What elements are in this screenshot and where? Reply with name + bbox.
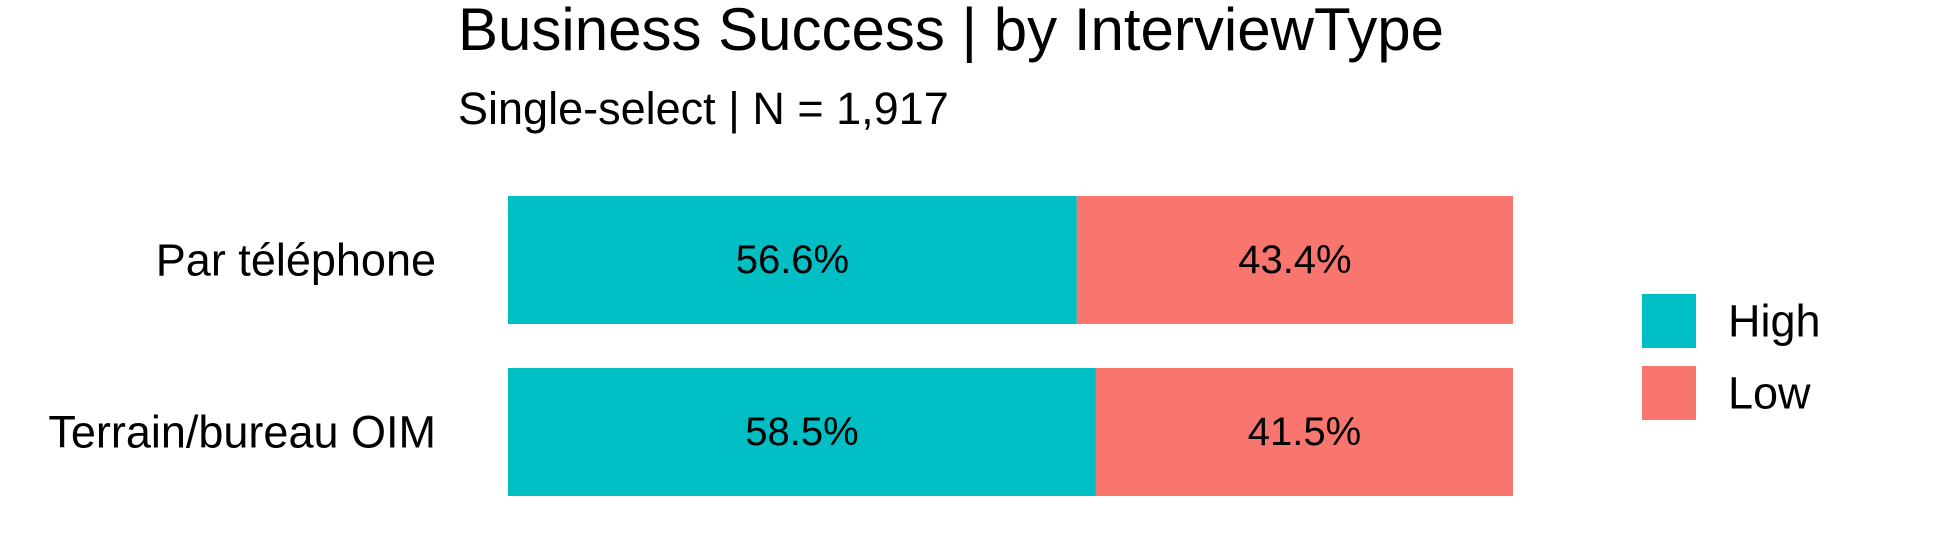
bar-value-label: 58.5% bbox=[745, 410, 858, 454]
legend-key-low bbox=[1642, 366, 1696, 420]
bar-value-label: 43.4% bbox=[1238, 238, 1351, 282]
plot-area: Par téléphone 56.6% 43.4% Terrain/bureau OI… bbox=[48, 196, 1513, 496]
bar-segment-high bbox=[508, 196, 1077, 324]
bar-segment-low bbox=[1076, 196, 1513, 324]
category-label: Par téléphone bbox=[156, 235, 436, 286]
legend-label: Low bbox=[1728, 368, 1811, 419]
bar-value-label: 56.6% bbox=[736, 238, 849, 282]
legend-label: High bbox=[1728, 296, 1821, 347]
chart-subtitle: Single-select | N = 1,917 bbox=[458, 83, 949, 134]
chart-title: Business Success | by InterviewType bbox=[458, 0, 1444, 63]
bar-value-label: 41.5% bbox=[1248, 410, 1361, 454]
legend: High Low bbox=[1642, 294, 1821, 420]
bar-segment-high bbox=[508, 368, 1096, 496]
category-label: Terrain/bureau OIM bbox=[48, 407, 436, 458]
bar-segment-low bbox=[1095, 368, 1513, 496]
legend-key-high bbox=[1642, 294, 1696, 348]
